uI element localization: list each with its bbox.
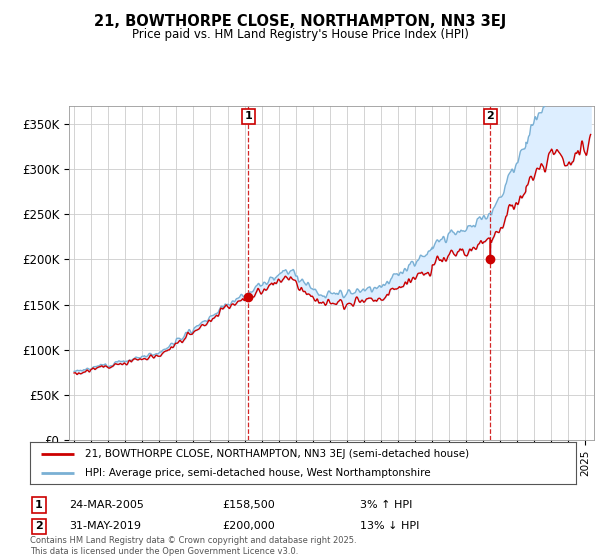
Text: £200,000: £200,000: [222, 521, 275, 531]
Text: 1: 1: [245, 111, 253, 122]
Text: 21, BOWTHORPE CLOSE, NORTHAMPTON, NN3 3EJ: 21, BOWTHORPE CLOSE, NORTHAMPTON, NN3 3E…: [94, 14, 506, 29]
Text: 24-MAR-2005: 24-MAR-2005: [69, 500, 144, 510]
Text: £158,500: £158,500: [222, 500, 275, 510]
Text: 2: 2: [487, 111, 494, 122]
Text: 13% ↓ HPI: 13% ↓ HPI: [360, 521, 419, 531]
Text: 3% ↑ HPI: 3% ↑ HPI: [360, 500, 412, 510]
Text: 2: 2: [35, 521, 43, 531]
Text: Contains HM Land Registry data © Crown copyright and database right 2025.
This d: Contains HM Land Registry data © Crown c…: [30, 536, 356, 556]
Text: 1: 1: [35, 500, 43, 510]
Text: 31-MAY-2019: 31-MAY-2019: [69, 521, 141, 531]
Text: 21, BOWTHORPE CLOSE, NORTHAMPTON, NN3 3EJ (semi-detached house): 21, BOWTHORPE CLOSE, NORTHAMPTON, NN3 3E…: [85, 449, 469, 459]
Text: Price paid vs. HM Land Registry's House Price Index (HPI): Price paid vs. HM Land Registry's House …: [131, 28, 469, 41]
Text: HPI: Average price, semi-detached house, West Northamptonshire: HPI: Average price, semi-detached house,…: [85, 468, 430, 478]
